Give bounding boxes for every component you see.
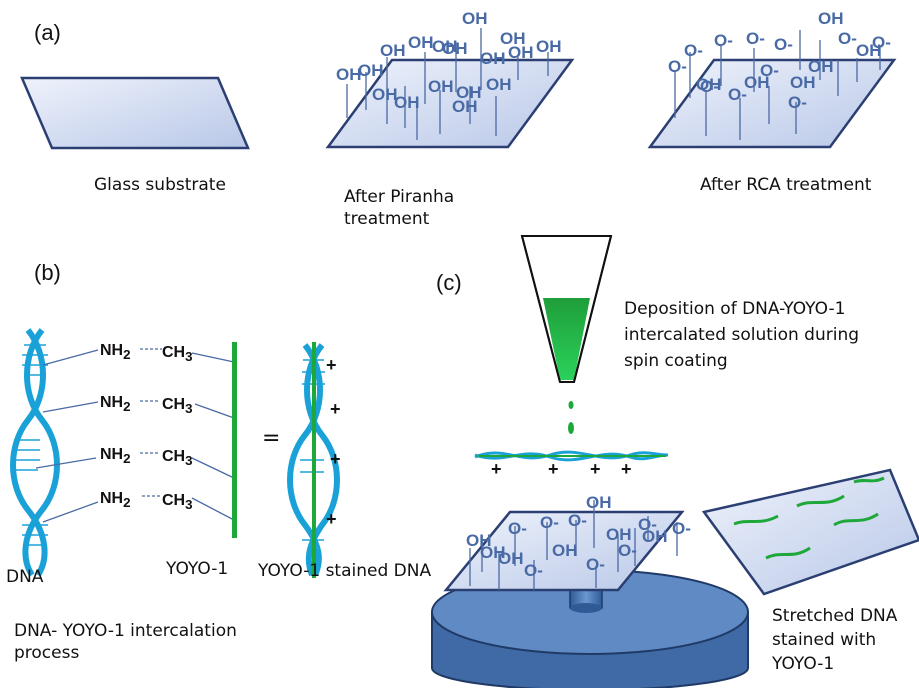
oh-group: OH xyxy=(372,85,398,104)
plus-charge: + xyxy=(330,449,341,469)
piranha-label: After Piranha treatment xyxy=(344,187,455,229)
nh2-label: NH2 xyxy=(100,394,131,415)
o-minus-group: O- xyxy=(838,29,857,48)
oh-group: OH xyxy=(456,83,482,102)
dna-helix-icon xyxy=(10,328,60,577)
oh-group: OH xyxy=(394,93,420,112)
stained-dna-icon xyxy=(287,342,340,578)
droplets xyxy=(568,401,574,434)
o-minus-group: O- xyxy=(714,31,733,50)
oh-group: OH xyxy=(508,43,534,62)
rca-substrate xyxy=(647,30,897,149)
oh-group: OH xyxy=(808,57,834,76)
plus-charge: + xyxy=(326,355,337,375)
nh2-label: NH2 xyxy=(100,446,131,467)
o-minus-group: O- xyxy=(774,35,793,54)
o-minus-group: O- xyxy=(508,519,527,538)
oh-group: OH xyxy=(790,73,816,92)
plus-charge: + xyxy=(621,459,632,479)
o-minus-group: O- xyxy=(586,555,605,574)
glass-slide-icon xyxy=(20,76,250,150)
oh-group: OH xyxy=(480,49,506,68)
dna-label: DNA xyxy=(6,567,44,587)
plus-charge: + xyxy=(590,459,601,479)
equals-sign: = xyxy=(262,426,281,451)
oh-group: OH xyxy=(696,75,722,94)
oh-group: OH xyxy=(606,525,632,544)
oh-group: OH xyxy=(500,29,526,48)
dna-amine-bonds xyxy=(35,349,99,523)
nh2-label: NH2 xyxy=(100,342,131,363)
plus-charge: + xyxy=(491,459,502,479)
piranha-substrate xyxy=(325,28,575,149)
oh-group: OH xyxy=(336,65,362,84)
stretched-dna-slide xyxy=(701,468,919,596)
oh-group: OH xyxy=(358,61,384,80)
stained-dna-label: YOYO-1 stained DNA xyxy=(258,561,432,581)
plus-charge: + xyxy=(326,509,337,529)
panel-a-letter: (a) xyxy=(34,20,61,45)
o-minus-group: O- xyxy=(684,41,703,60)
yoyo-label: YOYO-1 xyxy=(166,559,229,579)
oh-group: OH xyxy=(408,33,434,52)
o-minus-group: O- xyxy=(540,513,559,532)
oh-group: OH xyxy=(462,9,488,28)
oh-group: OH xyxy=(856,41,882,60)
methyl-links xyxy=(191,352,235,521)
o-minus-group: O- xyxy=(760,61,779,80)
rca-label: After RCA treatment xyxy=(700,175,872,195)
o-minus-group: O- xyxy=(872,33,891,52)
coated-substrate xyxy=(443,500,685,592)
yoyo1-strand xyxy=(232,342,237,538)
glass-substrate-label: Glass substrate xyxy=(94,175,226,195)
o-minus-group: O- xyxy=(672,519,691,538)
ch3-label: CH3 xyxy=(162,492,193,513)
oh-group: OH xyxy=(486,75,512,94)
o-minus-group: O- xyxy=(568,511,587,530)
ch3-label: CH3 xyxy=(162,344,193,365)
oh-group: OH xyxy=(744,73,770,92)
ch3-label: CH3 xyxy=(162,396,193,417)
oh-group: OH xyxy=(466,531,492,550)
o-minus-group: O- xyxy=(668,57,687,76)
oh-group: OH xyxy=(586,493,612,512)
o-minus-group: O- xyxy=(746,29,765,48)
nh2-label: NH2 xyxy=(100,490,131,511)
ch3-label: CH3 xyxy=(162,448,193,469)
o-minus-group: O- xyxy=(524,561,543,580)
oh-group: OH xyxy=(642,527,668,546)
oh-group: OH xyxy=(536,37,562,56)
plus-charge: + xyxy=(548,459,559,479)
oh-group: OH xyxy=(432,37,458,56)
floating-dna-strand xyxy=(474,450,669,462)
panel-b-letter: (b) xyxy=(34,260,61,285)
o-minus-group: O- xyxy=(700,77,719,96)
o-minus-group: O- xyxy=(728,85,747,104)
deposition-label: Deposition of DNA-YOYO-1 intercalated so… xyxy=(624,299,860,371)
pipette-icon xyxy=(520,235,613,383)
oh-group: OH xyxy=(452,97,478,116)
plus-charge: + xyxy=(330,399,341,419)
oh-group: OH xyxy=(442,39,468,58)
oh-group: OH xyxy=(428,77,454,96)
oh-group: OH xyxy=(380,41,406,60)
intercalation-process-label: DNA- YOYO-1 intercalation process xyxy=(14,621,237,663)
oh-group: OH xyxy=(552,541,578,560)
o-minus-group: O- xyxy=(638,515,657,534)
stretched-dna-label: Stretched DNA stained with YOYO-1 xyxy=(772,606,898,674)
oh-group: OH xyxy=(498,549,524,568)
o-minus-group: O- xyxy=(788,93,807,112)
o-minus-group: O- xyxy=(618,541,637,560)
dashed-bonds xyxy=(140,348,162,497)
oh-group: OH xyxy=(480,543,506,562)
panel-c-letter: (c) xyxy=(436,270,462,295)
oh-group: OH xyxy=(818,9,844,28)
